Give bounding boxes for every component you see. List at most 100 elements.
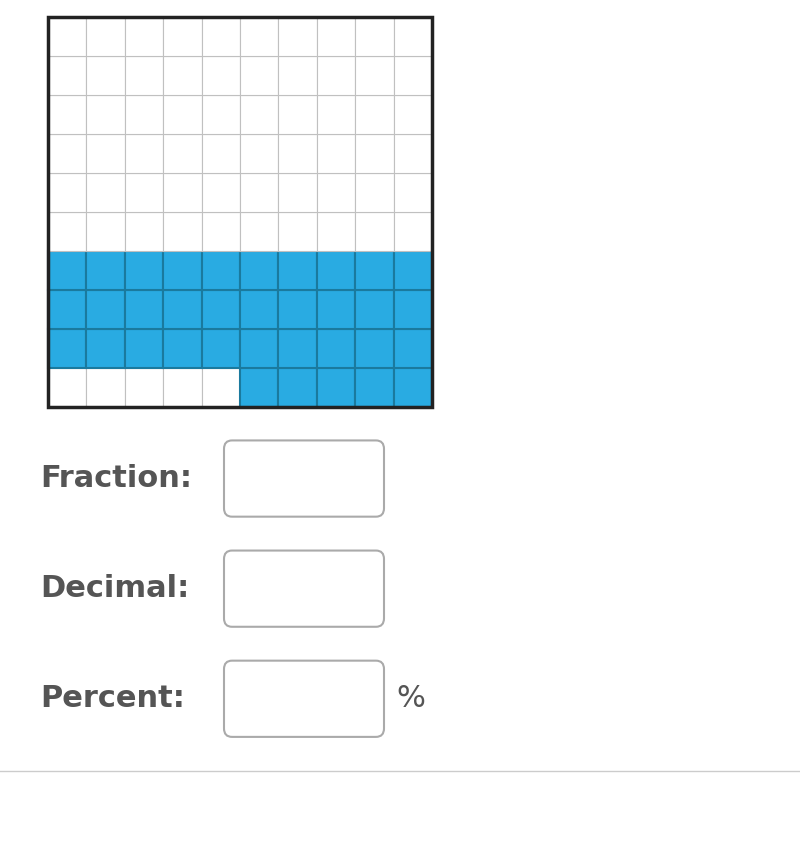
Bar	[86, 251, 125, 290]
Bar	[317, 17, 355, 56]
Bar	[317, 173, 355, 212]
Bar	[163, 329, 202, 368]
Bar	[240, 173, 278, 212]
Bar	[48, 251, 86, 290]
Bar	[48, 17, 86, 56]
Bar	[278, 173, 317, 212]
FancyBboxPatch shape	[224, 551, 384, 627]
FancyBboxPatch shape	[224, 440, 384, 517]
Bar	[125, 329, 163, 368]
Bar	[125, 134, 163, 173]
Bar	[240, 95, 278, 134]
Bar	[394, 17, 432, 56]
Bar	[86, 95, 125, 134]
Bar	[355, 212, 394, 251]
Bar	[48, 368, 86, 407]
Bar	[125, 212, 163, 251]
Text: Percent:: Percent:	[40, 684, 185, 713]
Bar	[240, 368, 278, 407]
Bar	[202, 17, 240, 56]
Bar	[48, 134, 86, 173]
Bar	[86, 212, 125, 251]
Bar	[86, 368, 125, 407]
Bar	[317, 329, 355, 368]
Bar	[278, 329, 317, 368]
Bar	[355, 368, 394, 407]
FancyBboxPatch shape	[224, 661, 384, 737]
Text: Fraction:: Fraction:	[40, 464, 192, 493]
Bar	[202, 95, 240, 134]
Bar	[394, 290, 432, 329]
Bar	[163, 290, 202, 329]
Bar	[163, 251, 202, 290]
Bar	[355, 173, 394, 212]
Bar	[48, 56, 86, 95]
Bar	[125, 56, 163, 95]
Bar	[355, 95, 394, 134]
Bar	[278, 251, 317, 290]
Bar	[394, 329, 432, 368]
Bar	[317, 290, 355, 329]
Bar	[86, 329, 125, 368]
Bar	[48, 95, 86, 134]
Bar	[394, 251, 432, 290]
Bar	[125, 17, 163, 56]
Bar	[355, 56, 394, 95]
Bar	[240, 212, 278, 251]
Bar	[86, 173, 125, 212]
Bar	[202, 134, 240, 173]
Bar	[202, 290, 240, 329]
Bar	[355, 290, 394, 329]
Bar	[48, 329, 86, 368]
Bar	[202, 368, 240, 407]
Bar	[202, 329, 240, 368]
Bar	[125, 251, 163, 290]
Bar	[86, 290, 125, 329]
Bar	[125, 290, 163, 329]
Bar	[163, 368, 202, 407]
Bar	[394, 212, 432, 251]
Bar	[317, 56, 355, 95]
Bar	[48, 212, 86, 251]
Bar	[278, 17, 317, 56]
Bar	[394, 134, 432, 173]
Bar	[394, 368, 432, 407]
Bar	[240, 290, 278, 329]
Bar	[240, 56, 278, 95]
Bar	[86, 134, 125, 173]
Bar	[317, 368, 355, 407]
Bar	[317, 251, 355, 290]
Bar	[86, 17, 125, 56]
Bar	[48, 290, 86, 329]
Bar	[355, 251, 394, 290]
Bar	[394, 173, 432, 212]
Bar	[48, 17, 432, 407]
Bar	[240, 134, 278, 173]
Bar	[125, 95, 163, 134]
Bar	[202, 251, 240, 290]
Bar	[202, 56, 240, 95]
Bar	[317, 212, 355, 251]
Bar	[240, 329, 278, 368]
Bar	[355, 329, 394, 368]
Bar	[278, 290, 317, 329]
Bar	[355, 17, 394, 56]
Bar	[125, 368, 163, 407]
Bar	[278, 95, 317, 134]
Bar	[163, 134, 202, 173]
Bar	[86, 56, 125, 95]
Bar	[48, 173, 86, 212]
Bar	[163, 212, 202, 251]
Bar	[355, 134, 394, 173]
Text: Decimal:: Decimal:	[40, 574, 190, 603]
Bar	[240, 251, 278, 290]
Bar	[278, 368, 317, 407]
Bar	[394, 56, 432, 95]
Bar	[163, 17, 202, 56]
Bar	[202, 212, 240, 251]
Bar	[125, 173, 163, 212]
Bar	[317, 95, 355, 134]
Bar	[163, 56, 202, 95]
Bar	[278, 212, 317, 251]
Bar	[394, 95, 432, 134]
